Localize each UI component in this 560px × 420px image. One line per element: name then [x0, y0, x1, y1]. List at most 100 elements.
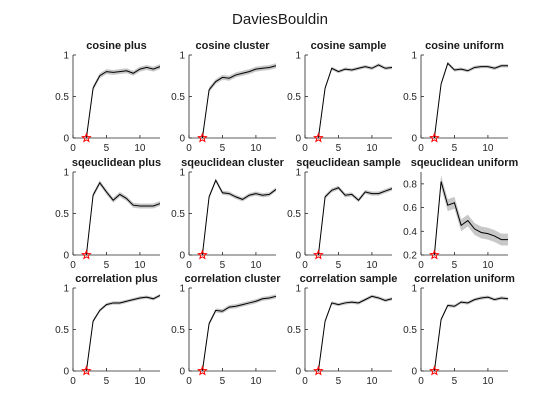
x-tick-label: 0 — [302, 260, 308, 271]
subplot-title: sqeuclidean sample — [296, 157, 401, 169]
x-tick-label: 5 — [336, 260, 342, 271]
y-tick-label: 1 — [63, 51, 69, 62]
x-tick-label: 0 — [418, 143, 424, 154]
x-tick-label: 0 — [418, 260, 424, 271]
y-tick-label: 1 — [63, 168, 69, 179]
series-line — [201, 295, 277, 372]
y-tick-label: 1 — [63, 284, 69, 295]
y-tick-label: 0.5 — [55, 325, 69, 336]
star-marker-icon — [429, 132, 440, 143]
star-marker-icon — [429, 249, 440, 260]
x-tick-label: 5 — [452, 376, 458, 387]
star-marker-icon — [197, 365, 208, 376]
series-line — [85, 295, 161, 372]
x-tick-label: 10 — [250, 260, 262, 271]
y-tick-label: 0.5 — [171, 325, 185, 336]
x-tick-label: 10 — [134, 143, 146, 154]
x-tick-label: 5 — [104, 376, 110, 387]
x-tick-label: 5 — [336, 143, 342, 154]
y-tick-label: 0.5 — [171, 92, 185, 103]
subplot-title: correlation cluster — [185, 273, 282, 285]
y-tick-label: 0 — [63, 367, 69, 378]
y-tick-label: 0.5 — [403, 325, 417, 336]
x-tick-label: 0 — [70, 260, 76, 271]
y-tick-label: 0.5 — [55, 209, 69, 220]
x-tick-label: 10 — [366, 143, 378, 154]
x-tick-label: 10 — [134, 376, 146, 387]
subplot-title: sqeuclidean cluster — [181, 157, 284, 169]
y-tick-label: 0 — [411, 367, 417, 378]
star-marker-icon — [81, 132, 92, 143]
y-tick-label: 0 — [295, 251, 301, 262]
y-tick-label: 0.5 — [403, 92, 417, 103]
series-line — [433, 62, 508, 139]
x-tick-label: 0 — [186, 260, 192, 271]
x-tick-label: 5 — [220, 260, 226, 271]
x-tick-label: 5 — [104, 143, 110, 154]
confidence-band — [434, 295, 508, 371]
x-tick-label: 0 — [70, 143, 76, 154]
y-tick-label: 1 — [295, 51, 301, 62]
subplot-title: sqeuclidean uniform — [411, 157, 519, 169]
y-tick-label: 0 — [295, 367, 301, 378]
subplot-title: cosine sample — [311, 40, 387, 52]
x-tick-label: 10 — [250, 143, 262, 154]
x-tick-label: 0 — [302, 376, 308, 387]
x-tick-label: 5 — [220, 376, 226, 387]
x-tick-label: 10 — [482, 260, 494, 271]
series-line — [317, 295, 393, 372]
y-tick-label: 0.5 — [171, 209, 185, 220]
y-tick-label: 0.5 — [287, 92, 301, 103]
y-tick-label: 1 — [179, 51, 185, 62]
x-tick-label: 0 — [186, 143, 192, 154]
x-tick-label: 10 — [250, 376, 262, 387]
y-tick-label: 0.6 — [403, 203, 417, 214]
series-line — [433, 296, 509, 372]
x-tick-label: 0 — [418, 376, 424, 387]
subplot-title: sqeuclidean plus — [72, 157, 161, 169]
x-tick-label: 10 — [366, 260, 378, 271]
x-tick-label: 10 — [134, 260, 146, 271]
y-tick-label: 1 — [295, 168, 301, 179]
y-tick-label: 0 — [63, 134, 69, 145]
series-line — [201, 65, 277, 139]
y-tick-label: 0.8 — [403, 179, 417, 190]
subplot-title: cosine cluster — [196, 40, 271, 52]
x-tick-label: 5 — [104, 260, 110, 271]
confidence-band — [434, 175, 508, 255]
y-tick-label: 1 — [411, 51, 417, 62]
confidence-band — [86, 293, 160, 371]
y-tick-label: 0 — [295, 134, 301, 145]
x-tick-label: 5 — [220, 143, 226, 154]
y-tick-label: 0 — [179, 251, 185, 262]
confidence-band — [318, 294, 392, 371]
y-tick-label: 0 — [179, 367, 185, 378]
star-marker-icon — [313, 249, 324, 260]
y-tick-label: 1 — [179, 284, 185, 295]
y-tick-label: 0 — [63, 251, 69, 262]
subplot-title: correlation uniform — [414, 273, 515, 285]
star-marker-icon — [313, 132, 324, 143]
star-marker-icon — [429, 365, 440, 376]
star-marker-icon — [197, 249, 208, 260]
subplot-title: cosine plus — [86, 40, 147, 52]
star-marker-icon — [81, 365, 92, 376]
y-tick-label: 0.5 — [287, 325, 301, 336]
series-line — [317, 64, 393, 139]
y-tick-label: 0.4 — [403, 227, 417, 238]
subplot-title: cosine uniform — [425, 40, 504, 52]
x-tick-label: 0 — [70, 376, 76, 387]
y-tick-label: 0.5 — [287, 209, 301, 220]
series-line — [85, 66, 161, 139]
